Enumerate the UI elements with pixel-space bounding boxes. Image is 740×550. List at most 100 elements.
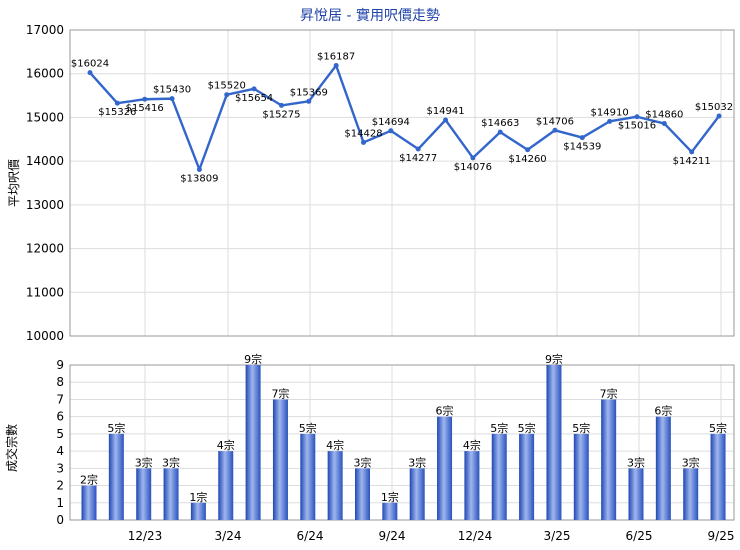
volume-bar: [355, 468, 370, 520]
price-data-label: $15369: [290, 87, 328, 98]
price-point: [525, 147, 531, 153]
price-data-label: $15016: [618, 121, 656, 132]
volume-data-label: 5宗: [709, 421, 727, 435]
volume-data-label: 3宗: [135, 455, 153, 469]
price-y-tick-label: 11000: [26, 285, 64, 299]
price-y-tick-label: 13000: [26, 198, 64, 212]
price-data-label: $14260: [509, 154, 547, 165]
price-data-labels: $16024 $15326$15416 $15430 $13809 $15520$156…: [71, 52, 733, 185]
price-point: [306, 98, 312, 104]
volume-y-tick-label: 2: [56, 479, 64, 493]
volume-data-label: 7宗: [600, 386, 618, 400]
volume-data-label: 6宗: [436, 404, 454, 418]
price-y-tick-label: 15000: [26, 110, 64, 124]
volume-y-tick-label: 0: [56, 513, 64, 527]
volume-data-label: 9宗: [545, 352, 563, 366]
volume-data-label: 4宗: [326, 438, 344, 452]
price-data-label: $15326: [98, 107, 136, 118]
price-point: [689, 149, 695, 155]
volume-bar: [601, 399, 617, 520]
x-tick-labels: 12/23 3/24 6/24 9/24 12/24 3/25 6/25 9/25: [128, 529, 735, 543]
volume-data-label: 6宗: [654, 404, 672, 418]
volume-bar: [81, 485, 97, 520]
volume-bar: [464, 451, 480, 520]
volume-data-label: 3宗: [162, 455, 180, 469]
volume-bar: [163, 468, 179, 520]
volume-data-label: 9宗: [244, 352, 262, 366]
price-point: [661, 121, 667, 127]
price-point: [470, 155, 476, 161]
volume-bar: [136, 468, 152, 520]
volume-bars: [81, 365, 726, 520]
price-y-axis-label: 平均呎價: [7, 159, 21, 207]
price-point: [224, 92, 230, 98]
price-point: [169, 96, 175, 102]
volume-bar: [519, 433, 535, 520]
chart-title: 昇悅居 - 實用呎價走勢: [300, 7, 440, 24]
price-point: [497, 129, 503, 135]
volume-data-labels: 2宗 5宗 3宗 3宗 1宗 4宗 9宗 7宗 5宗 4宗 3宗 1宗 3宗 6宗 4宗 5宗 5宗 9宗 5宗 7宗…: [80, 352, 727, 504]
volume-bar: [300, 433, 316, 520]
volume-y-tick-label: 7: [56, 392, 64, 406]
price-point: [388, 128, 394, 134]
price-data-label: $15275: [262, 109, 300, 120]
volume-bar: [546, 365, 562, 520]
volume-bar: [382, 502, 398, 520]
price-y-tick-label: 16000: [26, 67, 64, 81]
volume-bar: [245, 365, 261, 520]
x-tick-label: 3/24: [215, 529, 242, 543]
price-plot-border: [69, 29, 735, 337]
price-data-label: $16187: [317, 52, 355, 63]
x-tick-label: 3/25: [544, 529, 571, 543]
price-point: [716, 113, 722, 119]
volume-y-tick-label: 8: [56, 375, 64, 389]
volume-y-tick-label: 5: [56, 427, 64, 441]
price-data-label: $14428: [344, 128, 382, 139]
price-data-label: $14211: [673, 156, 711, 167]
price-data-label: $14076: [454, 162, 492, 173]
price-data-label: $13809: [180, 173, 218, 184]
price-data-label: $15520: [208, 81, 246, 92]
price-point: [634, 114, 640, 120]
volume-bar: [437, 416, 453, 520]
price-point: [552, 127, 558, 133]
x-tick-label: 12/23: [128, 529, 163, 543]
x-tick-label: 6/25: [626, 529, 653, 543]
price-data-label: $14694: [372, 117, 410, 128]
volume-data-label: 5宗: [299, 421, 317, 435]
price-chart: 10000 11000 12000 13000 14000 15000 16000 17000…: [7, 23, 735, 343]
volume-bar: [655, 416, 671, 520]
price-point: [278, 102, 284, 108]
volume-data-label: 3宗: [408, 455, 426, 469]
price-data-label: $14910: [591, 107, 629, 118]
price-grid: [70, 29, 734, 337]
price-y-tick-label: 17000: [26, 23, 64, 37]
price-point: [607, 118, 613, 124]
price-y-ticks: 10000 11000 12000 13000 14000 15000 16000 17000: [26, 23, 64, 343]
volume-bar: [409, 468, 425, 520]
price-data-label: $16024: [71, 59, 109, 70]
volume-data-label: 5宗: [107, 421, 125, 435]
price-y-tick-label: 10000: [26, 329, 64, 343]
volume-bar: [491, 433, 507, 520]
price-point: [579, 135, 585, 141]
volume-bar: [327, 451, 343, 520]
volume-chart: 0 1 2 3 4 5 6 7 8 9 成交宗數 2宗 5宗 3宗 3宗 1宗 4宗 9宗 7宗 5宗 4宗 3宗 1宗…: [4, 352, 735, 543]
volume-data-label: 4宗: [463, 438, 481, 452]
volume-data-label: 4宗: [217, 438, 235, 452]
volume-data-label: 1宗: [381, 490, 399, 504]
price-data-label: $14941: [426, 106, 464, 117]
volume-bar: [628, 468, 644, 520]
price-data-label: $14706: [536, 116, 574, 127]
price-series-line: [89, 64, 721, 171]
volume-plot-border: [69, 364, 735, 521]
price-point: [251, 86, 257, 92]
price-data-label: $14539: [563, 142, 601, 153]
volume-data-label: 3宗: [627, 455, 645, 469]
volume-data-label: 5宗: [572, 421, 590, 435]
x-tick-label: 12/24: [458, 529, 493, 543]
volume-bar: [573, 433, 589, 520]
x-tick-label: 6/24: [297, 529, 324, 543]
price-points: [87, 63, 722, 172]
price-point: [87, 70, 93, 76]
